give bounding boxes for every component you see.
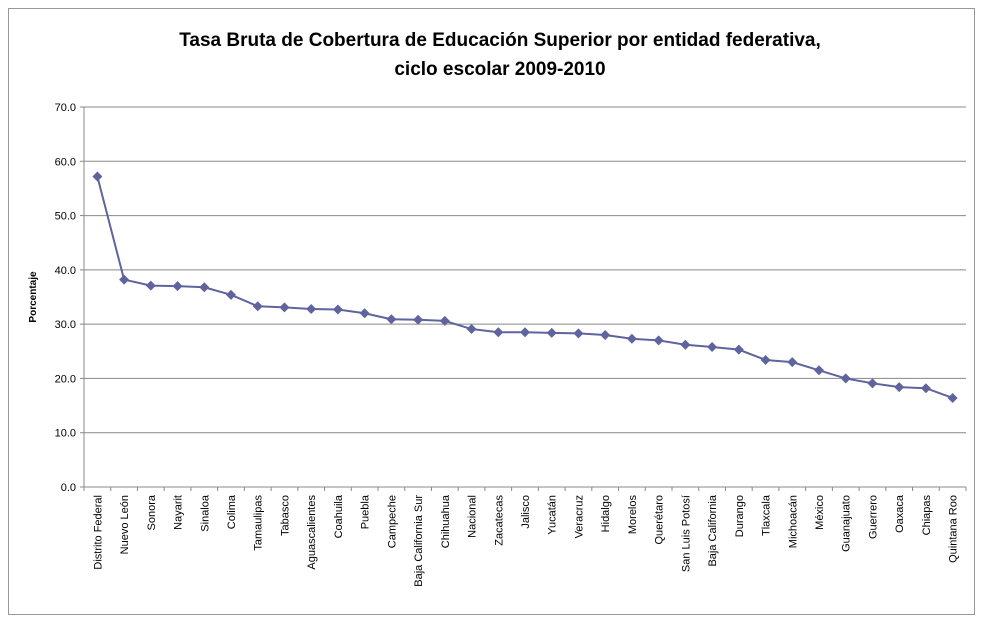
x-tick-label: Tamaulipas (253, 495, 265, 551)
marker (573, 328, 584, 339)
marker (947, 392, 958, 403)
marker (226, 289, 236, 300)
chart-frame (8, 8, 975, 615)
marker (413, 314, 424, 325)
x-tick-label: Oaxaca (894, 494, 906, 533)
marker (252, 301, 263, 312)
marker (119, 274, 130, 285)
x-tick-label: Chihuahua (440, 494, 452, 548)
marker (145, 280, 156, 291)
marker (787, 357, 798, 368)
x-tick-label: Nuevo León (119, 495, 131, 554)
x-tick-label: Guerrero (867, 495, 879, 539)
marker (867, 378, 878, 389)
marker (332, 304, 343, 315)
x-tick-label: Jalisco (520, 495, 532, 529)
x-tick-label: Guanajuato (841, 495, 853, 552)
x-tick-label: Baja California Sur (413, 495, 425, 587)
x-tick-label: Sinaloa (199, 494, 211, 532)
x-tick-label: Coahuila (333, 494, 345, 538)
x-tick-label: Tabasco (279, 495, 291, 536)
x-tick-label: Michoacán (787, 495, 799, 548)
marker (172, 281, 183, 292)
x-tick-label: Puebla (360, 494, 372, 529)
marker (520, 327, 530, 338)
x-tick-label: Hidalgo (600, 495, 612, 532)
x-tick-label: Campeche (386, 495, 398, 548)
x-tick-label: Morelos (627, 495, 639, 535)
x-tick-label: Aguascalientes (306, 495, 318, 570)
y-tick-label: 0.0 (61, 482, 76, 494)
x-tick-label: Nacional (467, 495, 479, 538)
marker (653, 335, 664, 346)
marker (707, 341, 718, 352)
marker (546, 327, 557, 338)
marker (840, 373, 851, 384)
x-tick-label: Quintana Roo (948, 495, 960, 563)
chart-title: ciclo escolar 2009-2010 (394, 59, 605, 80)
x-tick-label: Durango (734, 495, 746, 537)
marker (439, 315, 450, 326)
marker (894, 382, 905, 393)
marker (306, 303, 317, 314)
x-tick-label: Veracruz (573, 495, 585, 538)
marker (814, 365, 824, 376)
marker (920, 383, 931, 394)
marker (600, 330, 611, 340)
x-tick-label: Yucatán (547, 495, 559, 535)
x-tick-label: Distrito Federal (92, 495, 104, 570)
marker (199, 282, 210, 293)
marker (626, 333, 637, 344)
y-tick-label: 10.0 (55, 428, 76, 440)
marker (359, 308, 370, 319)
marker (680, 339, 691, 350)
chart-title: Tasa Bruta de Cobertura de Educación Sup… (179, 30, 821, 51)
marker (386, 314, 397, 325)
x-tick-label: Querétaro (654, 495, 666, 545)
marker (760, 354, 771, 365)
marker (493, 327, 504, 338)
y-tick-label: 70.0 (55, 102, 76, 114)
x-tick-label: Baja California (707, 494, 719, 566)
y-tick-label: 40.0 (55, 265, 76, 277)
marker (92, 171, 103, 182)
marker (733, 344, 744, 355)
x-tick-label: San Luis Potosí (680, 495, 692, 572)
y-tick-label: 50.0 (55, 211, 76, 223)
marker (466, 324, 477, 335)
y-axis-label: Porcentaje (28, 271, 39, 323)
y-tick-label: 20.0 (55, 373, 76, 385)
x-tick-label: Nayarit (173, 495, 185, 530)
x-tick-label: Colima (226, 494, 238, 529)
x-tick-label: Chiapas (921, 495, 933, 536)
x-tick-label: Zacatecas (493, 495, 505, 546)
x-tick-label: Sonora (146, 494, 158, 530)
y-tick-label: 30.0 (55, 319, 76, 331)
x-tick-label: Tlaxcala (761, 494, 773, 536)
marker (279, 302, 290, 313)
x-tick-label: México (814, 495, 826, 530)
y-tick-label: 60.0 (55, 156, 76, 168)
